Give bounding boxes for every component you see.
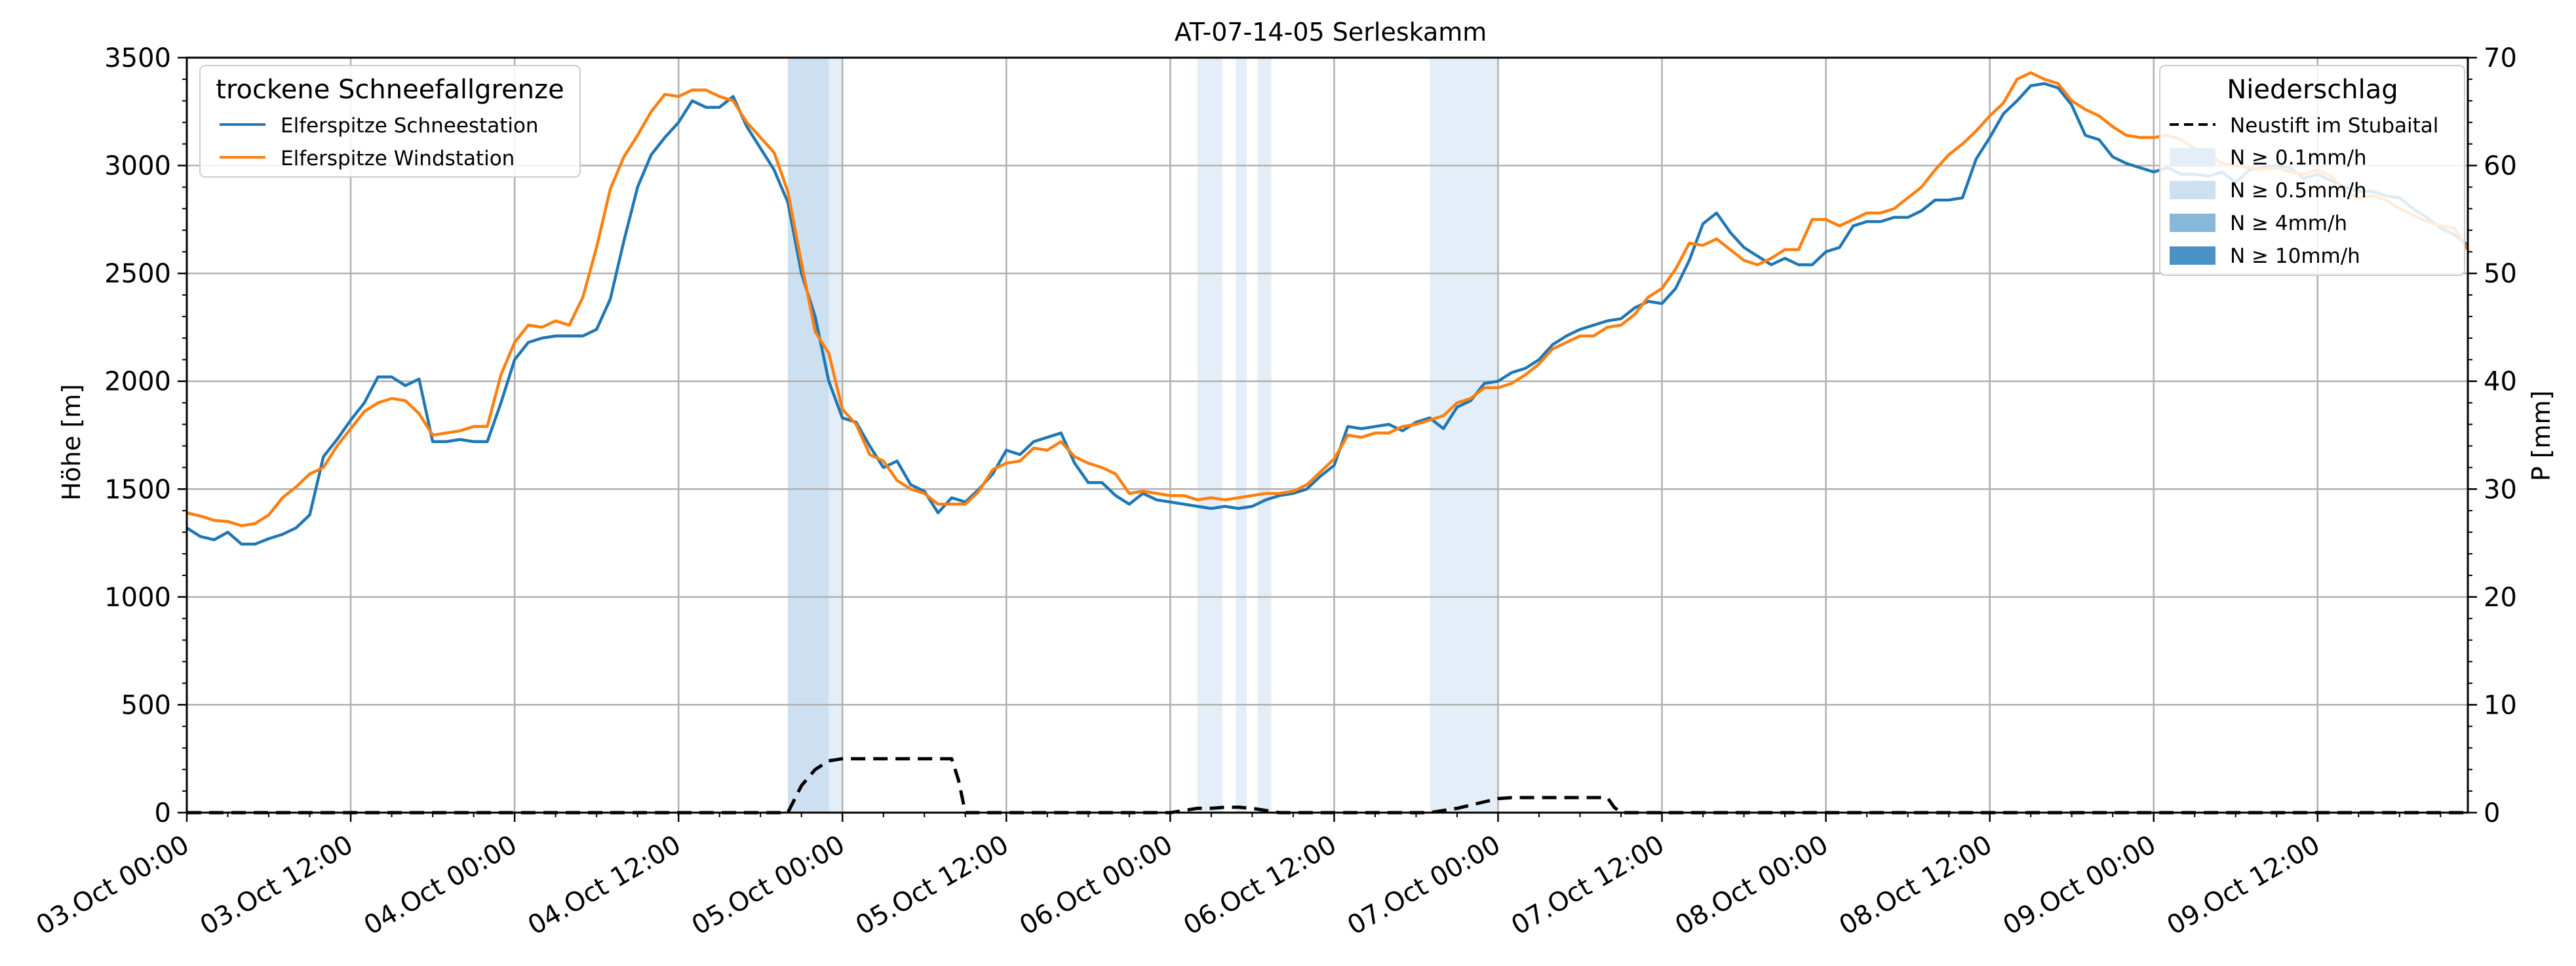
series-line-neustift-im-stubaital [187,757,2468,815]
legend-snowline: trockene Schneefallgrenze Elferspitze Sc… [199,65,581,178]
y-tick-label-right: 0 [2484,798,2500,828]
legend-swatch-n4 [2170,214,2215,232]
x-tick-label: 07.Oct 00:00 [1342,830,1506,941]
y-tick-label-left: 1000 [104,583,171,613]
x-tick-label: 04.Oct 00:00 [359,830,522,941]
y-tick-label-left: 2000 [104,367,171,397]
y-tick-label-right: 30 [2484,474,2517,505]
x-tick-label: 03.Oct 12:00 [195,830,359,941]
series-line-elferspitze-windstation [186,71,2469,528]
legend-entry-n01: N ≥ 0.1mm/h [2230,146,2367,170]
x-tick-label: 03.Oct 00:00 [31,830,195,941]
precip-band [1198,58,1222,813]
y-tick-label-left: 3000 [104,151,171,182]
x-tick-label: 05.Oct 00:00 [687,830,850,941]
legend-entry-n10: N ≥ 10mm/h [2230,244,2360,268]
legend-entry-neustift: Neustift im Stubaital [2230,114,2438,138]
y-tick-label-right: 60 [2484,151,2517,182]
legend-title: Niederschlag [2227,75,2398,105]
legend-entry-windstation: Elferspitze Windstation [281,147,515,170]
y-tick-label-right: 10 [2484,690,2517,720]
precip-band [829,58,843,813]
y-tick-label-left: 2500 [104,259,171,289]
legend-swatch-n01 [2170,148,2215,166]
legend-precip: Niederschlag Neustift im Stubaital N ≥ 0… [2159,65,2465,276]
y-tick-label-left: 1500 [104,474,171,505]
x-tick-label: 09.Oct 12:00 [2162,830,2325,941]
y-axis-label-left: Höhe [m] [57,384,86,501]
y-tick-label-left: 3500 [104,43,171,73]
x-tick-label: 08.Oct 12:00 [1834,830,1997,941]
legend-title: trockene Schneefallgrenze [216,75,564,105]
y-tick-label-left: 0 [155,798,171,828]
plot-frame [185,56,2469,814]
x-tick-label: 08.Oct 00:00 [1670,830,1833,941]
y-tick-label-right: 20 [2484,583,2517,613]
y-tick-label-right: 40 [2484,367,2517,397]
legend-swatch-n05 [2170,181,2215,199]
chart-title: AT-07-14-05 Serleskamm [1175,18,1487,47]
precip-bands [787,58,1498,813]
legend-entry-schneestation: Elferspitze Schneestation [281,114,539,138]
precip-band [1430,58,1498,813]
legend-entry-n05: N ≥ 0.5mm/h [2230,179,2367,203]
precip-band [787,58,829,813]
y-tick-label-right: 50 [2484,259,2517,289]
precip-band [1236,58,1247,813]
series-line-elferspitze-schneestation [185,82,2469,546]
x-tick-label: 09.Oct 00:00 [1998,830,2161,941]
y-axis-label-right: P [mm] [2527,391,2556,482]
precip-band [1257,58,1272,813]
legend-swatch-n10 [2170,246,2215,265]
legend-entry-n4: N ≥ 4mm/h [2230,212,2347,235]
x-tick-label: 05.Oct 12:00 [851,830,1014,941]
x-tick-label: 06.Oct 12:00 [1179,830,1342,941]
x-tick-label: 06.Oct 00:00 [1015,830,1178,941]
series-lines [185,71,2469,815]
x-tick-label: 07.Oct 12:00 [1506,830,1669,941]
x-tick-label: 04.Oct 12:00 [523,830,686,941]
y-tick-label-right: 70 [2484,43,2517,73]
y-tick-label-left: 500 [121,690,171,720]
